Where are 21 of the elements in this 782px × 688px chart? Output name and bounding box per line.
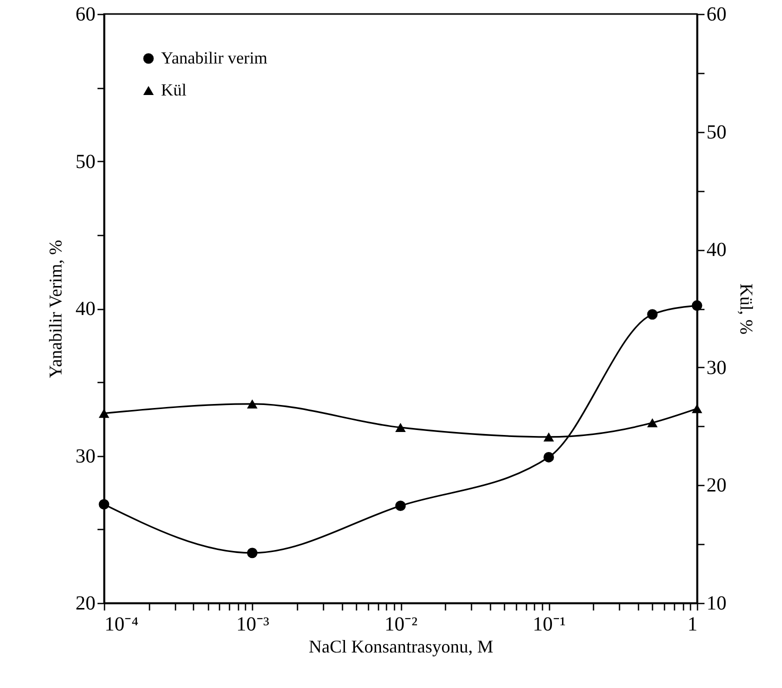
y-tick-label: 60 [76, 4, 96, 26]
y2-tick-label: 60 [706, 4, 726, 26]
y-tick-label: 20 [76, 592, 96, 614]
x-tick-label: 10⁻³ [236, 614, 270, 636]
y2-axis-title: Kül, % [736, 284, 756, 334]
legend-label: Kül [161, 80, 187, 100]
y-tick-label: 50 [76, 150, 96, 173]
y-tick-label: 30 [76, 445, 96, 468]
x-tick-label: 10⁻¹ [532, 614, 566, 636]
legend-label: Yanabilir verim [161, 48, 268, 68]
y2-tick-label: 10 [706, 592, 726, 614]
y2-tick-label: 30 [706, 356, 726, 379]
y-axis-title: Yanabilir Verim, % [46, 240, 66, 378]
x-tick-label: 1 [688, 614, 698, 636]
x-tick-label: 10⁻² [384, 614, 418, 636]
x-tick-label: 10⁻⁴ [104, 614, 138, 636]
x-axis-title: NaCl Konsantrasyonu, M [308, 636, 494, 656]
y2-tick-label: 20 [706, 474, 726, 497]
y2-tick-label: 40 [706, 239, 726, 262]
y-tick-label: 40 [76, 298, 96, 320]
y2-tick-label: 50 [706, 121, 726, 144]
